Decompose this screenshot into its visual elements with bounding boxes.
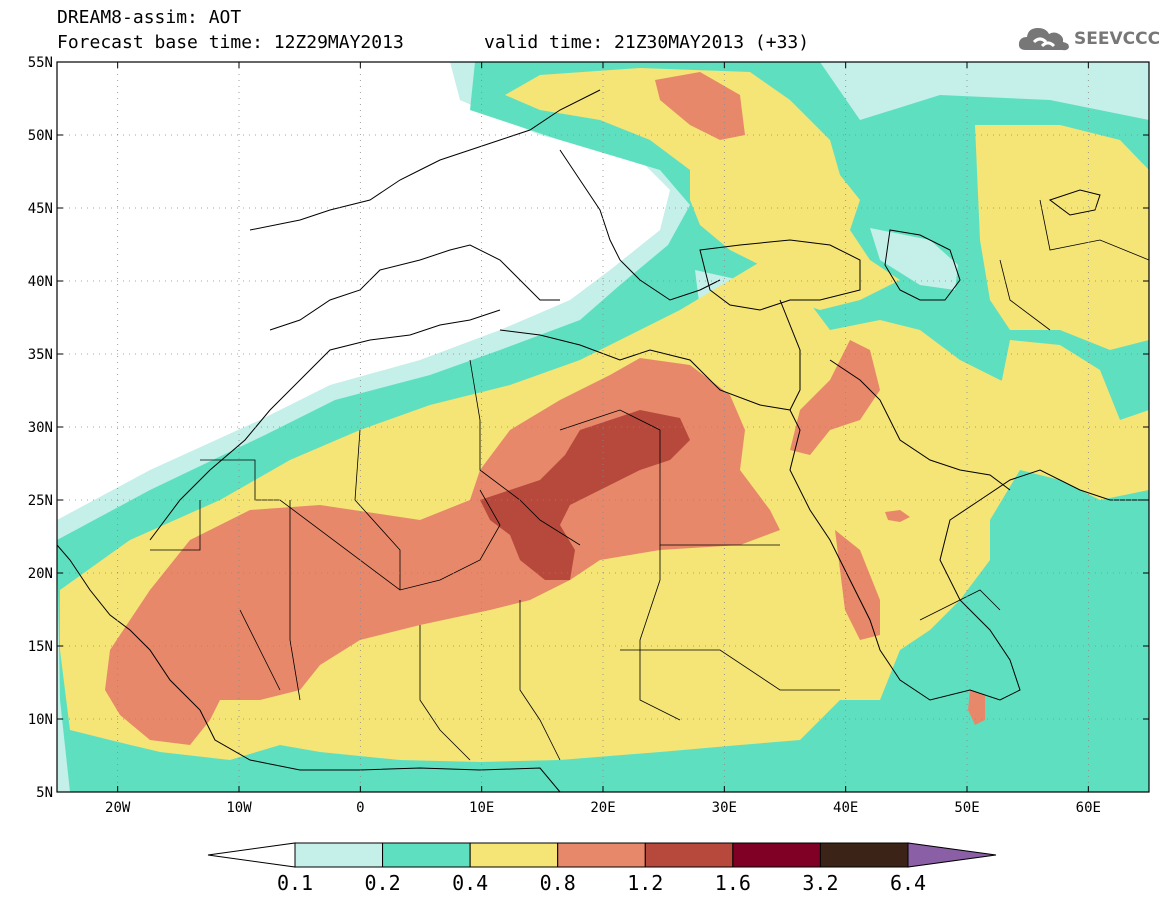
lat-label-25N: 25N: [28, 493, 53, 509]
lon-label-20W: 20W: [105, 800, 131, 816]
lat-label-30N: 30N: [28, 420, 53, 436]
map-title: DREAM8-assim: AOT: [57, 7, 242, 28]
lon-label-10W: 10W: [226, 800, 252, 816]
lon-label-20E: 20E: [590, 800, 615, 816]
colorbar-label: 1.2: [627, 871, 663, 895]
aot-band-0.8-oman: [885, 510, 910, 522]
lon-label-50E: 50E: [954, 800, 979, 816]
colorbar-segment: [294, 842, 384, 868]
forecast-base-time: Forecast base time: 12Z29MAY2013: [57, 32, 404, 53]
lon-label-60E: 60E: [1076, 800, 1101, 816]
colorbar-segment: [557, 842, 646, 868]
lat-label-35N: 35N: [28, 347, 53, 363]
aot-band-0.8-arabia: [790, 340, 880, 455]
lon-label-40E: 40E: [833, 800, 858, 816]
colorbar-segment: [469, 842, 559, 868]
valid-time: valid time: 21Z30MAY2013 (+33): [484, 32, 810, 53]
cloud-logo-icon: [1018, 28, 1069, 51]
colorbar-label: 0.1: [277, 871, 313, 895]
colorbar-under-arrow: [207, 842, 296, 868]
aot-band-0.8-redsea: [835, 530, 880, 640]
colorbar-segment: [382, 842, 471, 868]
colorbar-label: 0.2: [365, 871, 401, 895]
map-grid: [57, 61, 1149, 793]
lat-label-50N: 50N: [28, 128, 53, 144]
aot-band-0.4-iran: [1000, 340, 1120, 440]
aot-band-0.1-caspian: [870, 228, 958, 290]
coastlines: [57, 89, 1149, 792]
aot-band-1.2: [480, 410, 690, 580]
aot-band-0.4-north: [505, 68, 900, 310]
colorbar-over-arrow: [907, 842, 997, 868]
lat-label-15N: 15N: [28, 639, 53, 655]
aot-band-0.8-somalia: [968, 690, 985, 725]
colorbar-segment: [644, 842, 734, 868]
lat-label-55N: 55N: [28, 55, 53, 71]
colorbar-label: 3.2: [802, 871, 838, 895]
longitude-labels: 20W 10W 0 10E 20E 30E 40E 50E 60E: [105, 800, 1101, 816]
colorbar-label: 1.6: [715, 871, 751, 895]
colorbar-label: 6.4: [890, 871, 926, 895]
colorbar-label: 0.4: [452, 871, 488, 895]
lat-label-40N: 40N: [28, 274, 53, 290]
lat-label-45N: 45N: [28, 201, 53, 217]
colorbar-segment: [819, 842, 909, 868]
logo-text: SEEVCCC: [1074, 29, 1161, 49]
colorbar-label: 0.8: [540, 871, 576, 895]
latitude-labels: 5N 10N 15N 20N 25N 30N 35N 40N 45N 50N 55N: [28, 55, 53, 801]
country-borders: [150, 199, 1149, 761]
aot-band-0.8-east-europe: [655, 72, 745, 140]
lat-label-20N: 20N: [28, 566, 53, 582]
colorbar: 0.1 0.2 0.4 0.8 1.2 1.6 3.2 6.4: [207, 842, 997, 895]
lon-label-10E: 10E: [469, 800, 494, 816]
lon-label-0: 0: [356, 800, 364, 816]
lat-label-10N: 10N: [28, 712, 53, 728]
aot-band-0.4-central-asia: [975, 125, 1149, 350]
colorbar-segment: [732, 842, 821, 868]
seevccc-logo: SEEVCCC: [1016, 20, 1160, 56]
lat-label-5N: 5N: [36, 785, 53, 801]
lon-label-30E: 30E: [712, 800, 737, 816]
